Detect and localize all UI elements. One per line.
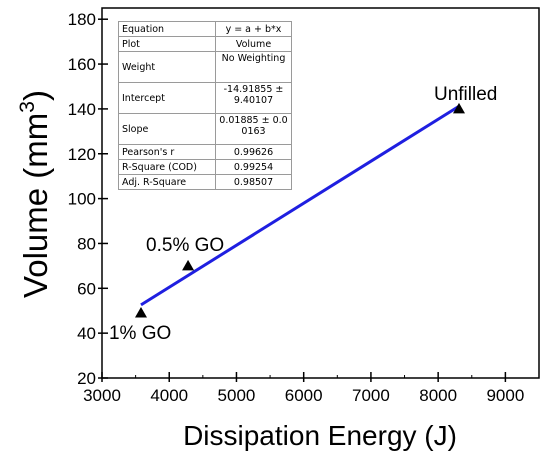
fit-key: Equation <box>118 21 216 37</box>
fit-value: No Weighting <box>215 51 292 83</box>
fit-row-pearson: Pearson's r 0.99626 <box>118 144 292 160</box>
x-tick-label: 9000 <box>486 386 524 405</box>
y-axis: 20 40 60 80 100 120 140 160 180 <box>68 10 108 388</box>
data-point-marker <box>134 306 147 318</box>
y-tick-label: 180 <box>68 10 96 29</box>
fit-value: 0.99626 <box>215 144 292 160</box>
x-tick-label: 6000 <box>285 386 323 405</box>
y-tick-label: 40 <box>77 324 96 343</box>
x-tick-label: 3000 <box>83 386 121 405</box>
fit-key: Intercept <box>118 82 216 114</box>
y-tick-label: 60 <box>77 279 96 298</box>
data-point-label: Unfilled <box>434 84 497 105</box>
data-point-marker <box>452 102 465 114</box>
y-tick-label: 20 <box>77 369 96 388</box>
x-tick-label: 7000 <box>352 386 390 405</box>
fit-statistics-table: Equation y = a + b*x Plot Volume Weight No … <box>118 21 292 190</box>
x-axis: 3000 4000 5000 6000 7000 8000 9000 <box>83 372 524 405</box>
data-point-label: 1% GO <box>109 323 171 344</box>
y-axis-label-main: Volume (mm <box>17 113 54 298</box>
y-axis-label: Volume (mm3) <box>16 90 54 298</box>
fit-key: Slope <box>118 113 216 145</box>
data-point-label: 0.5% GO <box>146 235 224 256</box>
fit-value: 0.01885 ± 0.00163 <box>215 113 292 145</box>
y-axis-label-end: ) <box>17 90 54 101</box>
x-tick-label: 4000 <box>150 386 188 405</box>
y-tick-label: 140 <box>68 100 96 119</box>
fit-row-plot: Plot Volume <box>118 36 292 52</box>
data-points: 1% GO 0.5% GO Unfilled <box>109 84 497 344</box>
fit-value: 0.99254 <box>215 159 292 175</box>
fit-row-slope: Slope 0.01885 ± 0.00163 <box>118 113 292 145</box>
data-point-marker <box>182 259 195 271</box>
fit-key: Pearson's r <box>118 144 216 160</box>
y-tick-label: 160 <box>68 55 96 74</box>
fit-value: y = a + b*x <box>215 21 292 37</box>
x-tick-label: 5000 <box>218 386 256 405</box>
fit-key: Weight <box>118 51 216 83</box>
fit-line <box>140 104 460 307</box>
y-tick-label: 80 <box>77 234 96 253</box>
fit-row-intercept: Intercept -14.91855 ± 9.40107 <box>118 82 292 114</box>
fit-value: -14.91855 ± 9.40107 <box>215 82 292 114</box>
fit-value: Volume <box>215 36 292 52</box>
plot-frame <box>101 7 540 379</box>
fit-key: R-Square (COD) <box>118 159 216 175</box>
fit-row-weight: Weight No Weighting <box>118 51 292 83</box>
fit-key: Plot <box>118 36 216 52</box>
fit-row-equation: Equation y = a + b*x <box>118 21 292 37</box>
fit-value: 0.98507 <box>215 174 292 190</box>
y-tick-label: 120 <box>68 145 96 164</box>
x-axis-label: Dissipation Energy (J) <box>183 420 457 451</box>
y-tick-label: 100 <box>68 190 96 209</box>
fit-row-r-square: R-Square (COD) 0.99254 <box>118 159 292 175</box>
fit-key: Adj. R-Square <box>118 174 216 190</box>
fit-row-adj-r-square: Adj. R-Square 0.98507 <box>118 174 292 190</box>
y-axis-label-superscript: 3 <box>16 101 39 113</box>
x-tick-label: 8000 <box>419 386 457 405</box>
